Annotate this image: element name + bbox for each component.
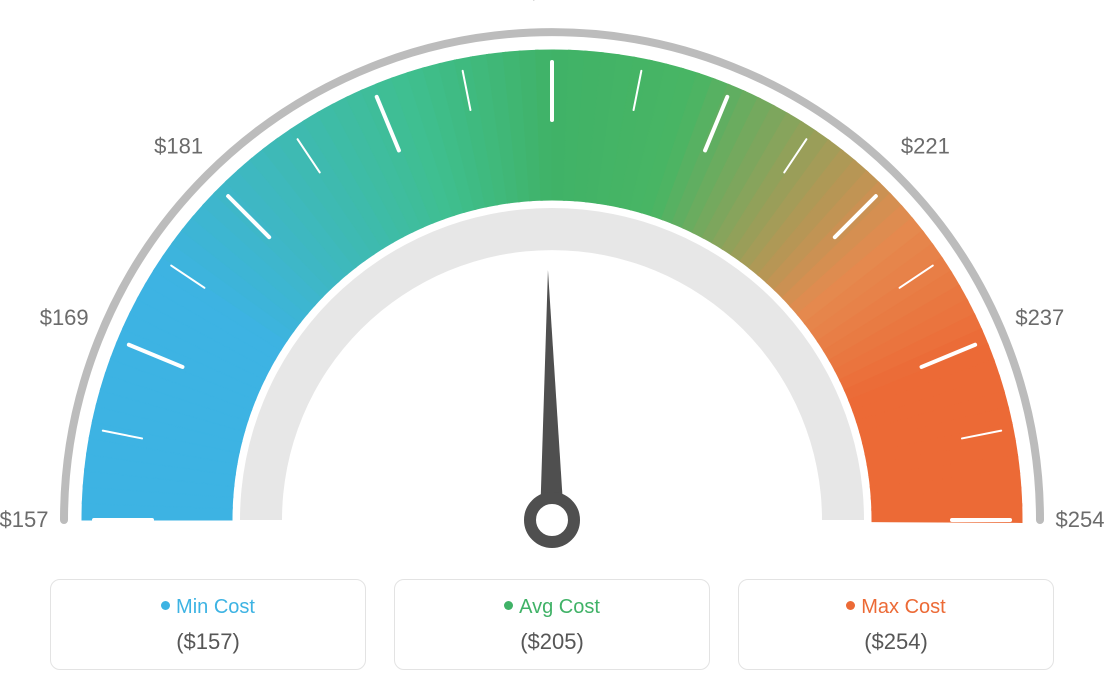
dot-icon [846,601,855,610]
min-cost-value: ($157) [61,629,355,655]
avg-cost-label: Avg Cost [405,596,699,619]
max-cost-card: Max Cost ($254) [738,579,1054,670]
tick-label: $205 [528,0,577,4]
dot-icon [504,601,513,610]
tick-label: $254 [1056,507,1104,532]
avg-cost-label-text: Avg Cost [519,596,600,618]
avg-cost-value: ($205) [405,629,699,655]
gauge-needle-hub [530,498,574,542]
gauge-needle [540,270,564,520]
max-cost-label: Max Cost [749,596,1043,619]
max-cost-label-text: Max Cost [861,596,945,618]
avg-cost-card: Avg Cost ($205) [394,579,710,670]
tick-label: $237 [1015,305,1064,330]
max-cost-value: ($254) [749,629,1043,655]
gauge-svg: $157 $169 $181 $205 $221 $237 $254 [0,0,1104,560]
tick-label: $181 [154,134,203,159]
dot-icon [161,601,170,610]
min-cost-card: Min Cost ($157) [50,579,366,670]
legend-row: Min Cost ($157) Avg Cost ($205) Max Cost… [0,579,1104,670]
tick-label: $157 [0,507,48,532]
cost-gauge-chart: $157 $169 $181 $205 $221 $237 $254 [0,0,1104,560]
tick-label: $221 [901,134,950,159]
min-cost-label: Min Cost [61,596,355,619]
min-cost-label-text: Min Cost [176,596,255,618]
tick-label: $169 [40,305,89,330]
